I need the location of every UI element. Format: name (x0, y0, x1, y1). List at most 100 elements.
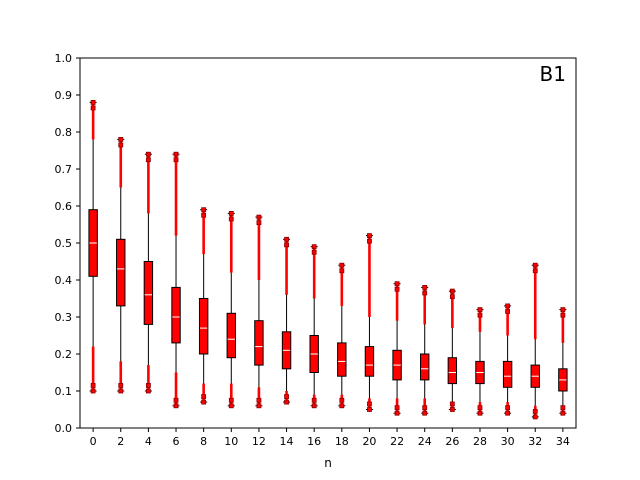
box-group (558, 307, 568, 416)
lower-flier-point (532, 408, 538, 414)
y-axis-ticks: 0.0 0.1 0.2 0.3 0.4 0.5 0.6 0.7 0.8 0.9 1.0 (55, 52, 80, 435)
x-tick-label: 8 (200, 435, 207, 448)
plot-frame (79, 57, 577, 429)
upper-outliers (561, 309, 565, 343)
lower-flier-point (118, 388, 124, 394)
upper-outliers (423, 287, 427, 325)
box-group (502, 303, 513, 416)
upper-outliers (202, 209, 205, 255)
lower-flier-point (422, 405, 428, 411)
lower-flier-point (560, 405, 566, 411)
upper-flier-point (477, 312, 483, 318)
upper-outliers (533, 265, 537, 340)
upper-flier-point (256, 220, 262, 226)
lower-flier-point (173, 403, 179, 409)
lower-flier-point (284, 399, 289, 405)
upper-flier-point (339, 268, 345, 274)
box-iqr (226, 312, 236, 359)
lower-flier-point (367, 407, 372, 412)
lower-flier-point (90, 383, 96, 388)
y-tick-label: 0.8 (55, 126, 73, 139)
y-tick-label: 0.3 (55, 311, 73, 324)
upper-flier-point (90, 105, 96, 111)
upper-outliers (451, 291, 454, 329)
lower-flier-point (505, 410, 511, 416)
box-group (198, 207, 209, 405)
upper-outliers (147, 154, 150, 214)
box-group (475, 307, 485, 416)
plot-marks (88, 100, 568, 420)
y-tick-label: 0.7 (55, 163, 73, 176)
lower-flier-point (422, 410, 428, 416)
upper-flier-point (201, 212, 207, 218)
lower-flier-point (201, 394, 207, 399)
upper-outliers (312, 246, 316, 299)
lower-outliers (202, 383, 205, 403)
lower-flier-point (228, 403, 234, 409)
upper-flier-point (560, 307, 566, 313)
x-tick-label: 26 (445, 435, 459, 448)
x-tick-label: 12 (252, 435, 266, 448)
lower-flier-point (477, 405, 483, 411)
lower-flier-point (201, 399, 207, 405)
box-group (309, 244, 319, 409)
upper-flier-point (394, 281, 400, 287)
panel-annotation: B1 (540, 62, 566, 86)
box-iqr (337, 342, 347, 377)
box-group (254, 214, 264, 409)
box-iqr (254, 320, 264, 366)
upper-outliers (91, 102, 95, 140)
lower-flier-point (118, 383, 124, 388)
box-iqr (447, 357, 458, 385)
box-group (281, 236, 292, 405)
x-tick-label: 22 (390, 435, 404, 448)
lower-flier-point (449, 401, 455, 407)
x-tick-label: 6 (173, 435, 180, 448)
lower-outliers (257, 387, 261, 406)
box-group (143, 151, 154, 394)
lower-flier-point (311, 403, 317, 409)
box-group (447, 288, 458, 412)
x-tick-label: 18 (335, 435, 349, 448)
upper-flier-point (90, 100, 96, 105)
upper-flier-point (228, 216, 234, 222)
upper-flier-point (311, 244, 317, 250)
box-iqr (502, 360, 513, 388)
lower-flier-point (449, 407, 455, 412)
x-tick-label: 16 (307, 435, 321, 448)
upper-flier-point (505, 309, 511, 314)
y-tick-label: 1.0 (55, 52, 73, 65)
lower-outliers (174, 372, 178, 406)
box-iqr (143, 261, 154, 325)
lower-flier-point (256, 403, 262, 409)
lower-flier-point (477, 410, 483, 416)
y-tick-label: 0.0 (55, 422, 73, 435)
box-group (171, 151, 181, 409)
upper-flier-point (422, 284, 428, 290)
x-tick-label: 28 (473, 435, 487, 448)
lower-outliers (147, 365, 150, 391)
upper-flier-point (477, 307, 483, 313)
upper-flier-point (284, 236, 289, 242)
upper-flier-point (145, 157, 151, 163)
box-iqr (364, 346, 375, 377)
upper-flier-point (532, 268, 538, 274)
y-tick-label: 0.9 (55, 89, 73, 102)
upper-flier-point (173, 151, 179, 157)
y-tick-label: 0.6 (55, 200, 73, 213)
lower-flier-point (311, 397, 317, 403)
box-group (116, 136, 126, 394)
y-tick-label: 0.2 (55, 348, 73, 361)
lower-flier-point (173, 397, 179, 403)
x-tick-label: 32 (528, 435, 542, 448)
lower-flier-point (145, 388, 151, 394)
lower-outliers (119, 361, 123, 391)
y-tick-label: 0.5 (55, 237, 73, 250)
box-group (364, 233, 375, 412)
upper-flier-point (560, 312, 566, 318)
x-tick-label: 2 (117, 435, 124, 448)
x-axis-ticks: 0 2 4 6 8 10 12 14 16 18 20 22 24 26 28 30 32 34 (90, 428, 570, 448)
box-iqr (420, 353, 430, 381)
